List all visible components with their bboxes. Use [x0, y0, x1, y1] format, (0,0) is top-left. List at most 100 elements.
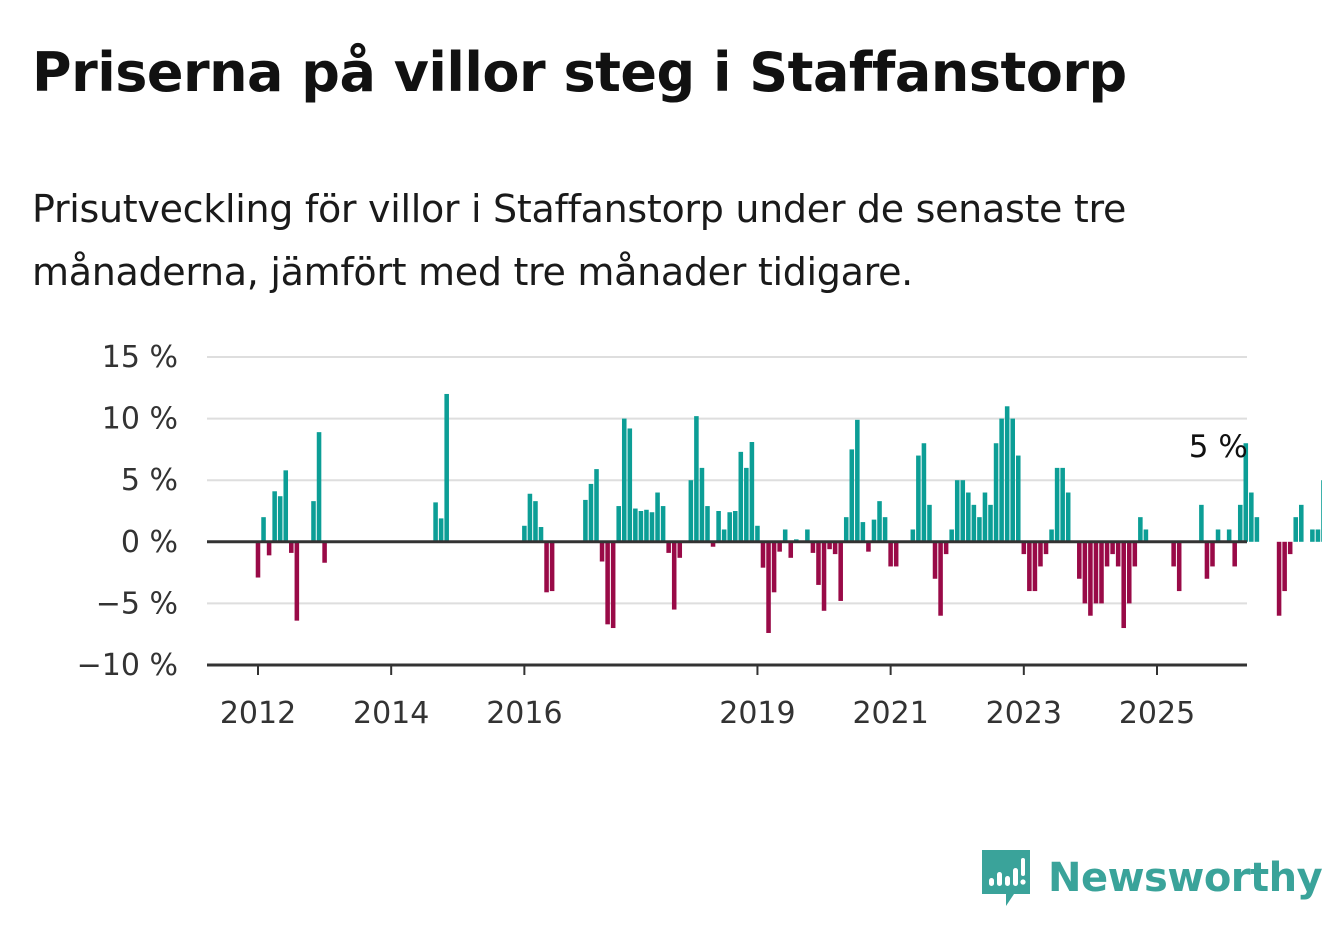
bar — [533, 501, 538, 542]
bar — [1249, 492, 1254, 542]
bar — [1077, 541, 1082, 579]
bar — [699, 467, 705, 542]
bar — [971, 504, 977, 542]
bar — [1299, 504, 1304, 542]
bar — [960, 480, 966, 542]
bar — [688, 480, 694, 542]
bar — [1237, 504, 1243, 542]
x-axis-tick-labels: 2012 2014 2016 2019 2021 2023 2025 — [220, 665, 1195, 731]
bar — [1088, 541, 1093, 616]
bar — [1210, 541, 1215, 567]
bar — [1199, 504, 1204, 542]
bar — [827, 541, 832, 550]
bar — [1176, 541, 1182, 592]
bar — [1054, 467, 1060, 542]
bar — [1254, 517, 1260, 542]
bar — [877, 501, 882, 542]
bar — [1110, 541, 1115, 555]
bar — [893, 541, 899, 567]
bar — [1276, 541, 1282, 616]
y-tick-label: 0 % — [121, 525, 178, 560]
bar — [1115, 541, 1121, 567]
bar — [766, 541, 771, 633]
bar — [255, 541, 261, 578]
bar — [660, 506, 666, 542]
bar — [732, 511, 738, 542]
bar — [749, 442, 755, 542]
bar — [771, 541, 777, 593]
bar — [727, 512, 732, 542]
bar — [1204, 541, 1210, 579]
bar — [666, 541, 671, 553]
bar — [1027, 541, 1032, 592]
bar — [1171, 541, 1176, 567]
bar — [1015, 455, 1021, 542]
bar — [316, 432, 322, 542]
bar — [1043, 541, 1049, 555]
axes — [207, 540, 1247, 667]
bar — [921, 443, 927, 542]
bar — [705, 506, 710, 542]
bar — [821, 541, 827, 611]
bar — [954, 480, 960, 542]
bar — [1138, 517, 1143, 542]
bar — [1143, 529, 1149, 542]
bar — [999, 418, 1004, 542]
x-tick-label: 2025 — [1119, 696, 1195, 731]
bar — [283, 470, 289, 542]
annotations: 5 % — [1189, 429, 1248, 465]
bar — [621, 418, 627, 542]
bar — [1315, 529, 1321, 542]
bar — [1065, 492, 1071, 542]
bar — [599, 541, 605, 562]
bar — [721, 529, 727, 542]
latest-value-label: 5 % — [1189, 429, 1248, 465]
page-subtitle: Prisutveckling för villor i Staffanstorp… — [32, 187, 1127, 294]
price-change-chart: 15 % 10 % 5 % 0 % −5 % −10 % 2012 2014 2016 2019… — [77, 340, 1322, 731]
bar — [832, 541, 838, 555]
bar — [671, 541, 677, 610]
bar — [777, 541, 782, 552]
bar — [788, 541, 794, 558]
bar — [266, 541, 272, 556]
bar — [311, 501, 316, 542]
bars — [255, 393, 1322, 633]
bar — [855, 419, 860, 542]
bar — [843, 517, 849, 542]
x-tick-label: 2019 — [719, 696, 795, 731]
bar — [677, 541, 683, 558]
bar — [1226, 529, 1232, 542]
bar — [438, 518, 444, 542]
bar — [616, 506, 621, 542]
bar — [549, 541, 555, 592]
y-tick-label: −10 % — [77, 648, 178, 683]
bar — [1310, 529, 1315, 542]
bar — [938, 541, 943, 616]
brand-name: Newsworthy — [1048, 855, 1322, 901]
bar — [1126, 541, 1132, 604]
bar — [716, 511, 721, 542]
bar — [988, 504, 993, 542]
bar — [710, 541, 716, 547]
bar — [738, 451, 744, 542]
bar — [1032, 541, 1038, 592]
bar — [444, 393, 449, 542]
bar — [322, 541, 327, 563]
bar — [910, 529, 916, 542]
bar — [272, 491, 277, 542]
bar — [816, 541, 821, 585]
bar — [993, 443, 999, 542]
bar — [1293, 517, 1299, 542]
bar — [694, 416, 699, 542]
bar — [943, 541, 949, 555]
bar — [1282, 541, 1287, 592]
bar — [638, 511, 644, 542]
bar — [522, 525, 527, 542]
bar — [1287, 541, 1293, 555]
page-title: Priserna på villor steg i Staffanstorp — [32, 41, 1127, 104]
bar — [916, 455, 921, 542]
x-tick-label: 2016 — [486, 696, 562, 731]
bar — [433, 502, 438, 542]
y-tick-label: 15 % — [102, 340, 178, 375]
x-tick-label: 2021 — [852, 696, 928, 731]
